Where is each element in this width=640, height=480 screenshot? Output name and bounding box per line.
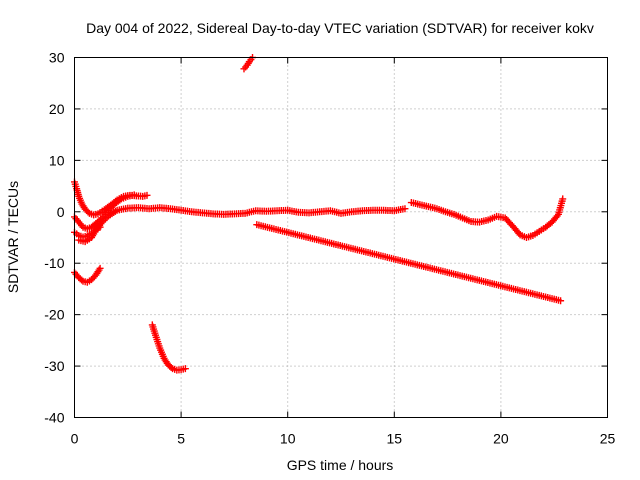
data-layer: [71, 54, 567, 374]
series-arc-early-mid: [71, 191, 138, 233]
data-point: [116, 196, 124, 204]
y-tick-label: -20: [44, 307, 64, 323]
data-point: [553, 212, 561, 220]
x-tick-label: 20: [493, 431, 509, 447]
y-tick-label: 30: [49, 50, 65, 66]
y-axis-label: SDTVAR / TECUs: [5, 181, 21, 293]
series-arc-minus30: [148, 321, 189, 374]
grid-layer: [74, 57, 608, 418]
data-point: [130, 191, 138, 199]
series-arc-main-2: [407, 195, 567, 241]
y-tick-label: 0: [57, 204, 65, 220]
y-tick-label: -10: [44, 255, 64, 271]
data-point: [78, 276, 86, 284]
x-tick-label: 25: [600, 431, 616, 447]
data-point: [97, 215, 105, 223]
data-point: [96, 264, 104, 272]
data-point: [401, 205, 409, 213]
y-tick-label: 20: [49, 101, 65, 117]
x-tick-label: 5: [177, 431, 185, 447]
x-tick-label: 0: [71, 431, 79, 447]
x-axis-label: GPS time / hours: [287, 457, 394, 473]
series-isolated: [253, 221, 565, 305]
data-point: [96, 223, 104, 231]
data-point: [84, 208, 92, 216]
x-tick-label: 10: [280, 431, 296, 447]
series-arc-plus28: [240, 54, 257, 73]
y-tick-label: -30: [44, 358, 64, 374]
y-tick-label: -40: [44, 410, 64, 426]
series-arc-minus12: [71, 264, 104, 286]
data-point: [167, 363, 175, 371]
data-point: [559, 195, 567, 203]
data-point: [143, 191, 151, 199]
y-tick-label: 10: [49, 152, 65, 168]
chart-title: Day 004 of 2022, Sidereal Day-to-day VTE…: [86, 20, 594, 36]
ticks-layer: 0 5 10 15 20 25 -40 -30 -20 -10 0 10 20 30: [44, 50, 615, 447]
data-point: [557, 297, 565, 305]
series-arc-main-1: [75, 204, 409, 246]
plot-frame: [74, 57, 608, 418]
data-point: [181, 365, 189, 373]
x-tick-label: 15: [387, 431, 403, 447]
